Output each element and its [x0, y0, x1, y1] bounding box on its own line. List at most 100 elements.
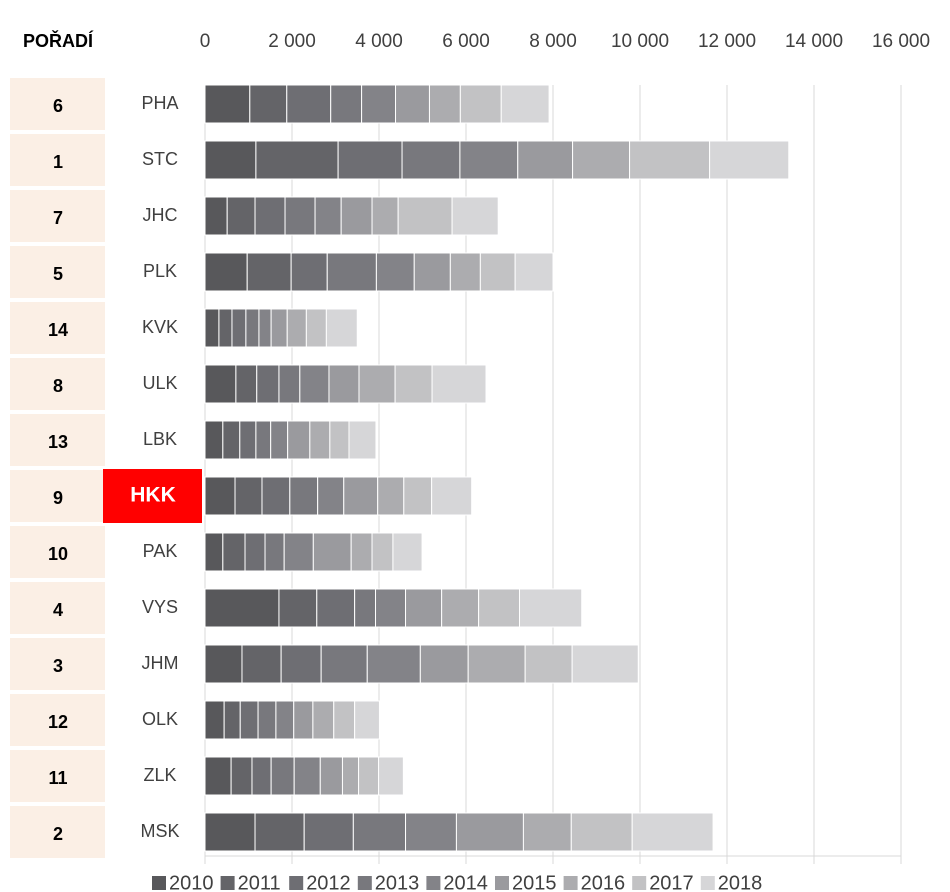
category-label: JHM [142, 653, 179, 673]
bar-segment [223, 700, 241, 740]
legend-swatch [426, 876, 441, 890]
bar-segment [257, 700, 277, 740]
highlight-box [103, 469, 202, 523]
bar-segment [500, 84, 550, 124]
bar-segment [204, 84, 251, 124]
legend-label: 2014 [443, 872, 488, 892]
category-label: JHC [143, 205, 178, 225]
bar-segment [403, 476, 433, 516]
rank-box [10, 638, 105, 690]
category-label: KVK [142, 317, 178, 337]
rank: 10 [48, 544, 68, 564]
category-label: PAK [143, 541, 178, 561]
bar-segment [343, 476, 379, 516]
category-label: MSK [140, 821, 179, 841]
rank-header: POŘADÍ [23, 30, 94, 51]
rank: 4 [53, 600, 63, 620]
bar-segment [333, 700, 356, 740]
bar-segment [254, 812, 305, 852]
rank: 1 [53, 152, 63, 172]
legend-swatch [289, 876, 304, 890]
bar-segment [204, 532, 224, 572]
bar-segment [405, 588, 443, 628]
category-label: OLK [142, 709, 178, 729]
legend-swatch [700, 876, 715, 890]
bar-segment [371, 196, 399, 236]
legend-swatch [632, 876, 647, 890]
bar-segment [348, 420, 377, 460]
bar-segment [413, 252, 451, 292]
bar-segment [204, 364, 237, 404]
bar-segment [204, 308, 220, 348]
bar-segment [284, 196, 316, 236]
legend-swatch [563, 876, 578, 890]
bar-segment [204, 476, 236, 516]
rank-box [10, 694, 105, 746]
bar-segment [204, 588, 280, 628]
legend-label: 2016 [581, 872, 626, 892]
rank-box [10, 190, 105, 242]
bar-segment [378, 756, 404, 796]
legend-swatch [152, 876, 166, 890]
rank: 3 [53, 656, 63, 676]
rank-box [10, 246, 105, 298]
bar-segment [709, 140, 790, 180]
bar-segment [278, 364, 301, 404]
bar-segment [326, 252, 377, 292]
bar-segment [631, 812, 714, 852]
bar-segment [204, 420, 224, 460]
category-label: PLK [143, 261, 177, 281]
bar-segment [320, 644, 368, 684]
x-tick-label: 10 000 [611, 31, 669, 52]
bar-segment [352, 812, 407, 852]
x-tick-label: 0 [200, 31, 211, 52]
bar-segment [312, 532, 352, 572]
rank-box [10, 526, 105, 578]
rank-box [10, 582, 105, 634]
bar-segment [316, 588, 356, 628]
category-label: VYS [142, 597, 178, 617]
bar-segment [431, 364, 487, 404]
bar-segment [258, 308, 272, 348]
bar-segment [270, 308, 288, 348]
rank: 13 [48, 432, 68, 452]
bar-segment [305, 308, 327, 348]
bar-segment [459, 140, 519, 180]
bar-segment [337, 140, 403, 180]
bar-segment [255, 420, 272, 460]
x-tick-label: 16 000 [872, 31, 930, 52]
rank-box [10, 470, 105, 522]
bar-segment [358, 756, 380, 796]
category-label: ULK [142, 373, 177, 393]
bar-segment [204, 700, 225, 740]
category-label: ZLK [143, 765, 176, 785]
bar-segment [249, 84, 288, 124]
bar-segment [350, 532, 373, 572]
rank-box [10, 414, 105, 466]
bar-segment [293, 756, 321, 796]
legend-swatch [220, 876, 235, 890]
bar-segment [330, 84, 363, 124]
bar-segment [395, 84, 430, 124]
bar-segment [251, 756, 272, 796]
bar-segment [275, 700, 295, 740]
bar-segment [222, 420, 241, 460]
bar-segment [231, 308, 247, 348]
bar-segment [366, 644, 421, 684]
bar-segment [204, 196, 228, 236]
bar-segment [479, 252, 516, 292]
bar-segment [286, 308, 307, 348]
bar-segment [299, 364, 330, 404]
bar-segment [303, 812, 354, 852]
x-tick-label: 2 000 [268, 31, 316, 52]
x-tick-label: 8 000 [529, 31, 577, 52]
bar-segment [375, 588, 407, 628]
bar-segment [371, 532, 394, 572]
bar-segment [572, 140, 631, 180]
bar-segment [314, 196, 342, 236]
x-tick-label: 4 000 [355, 31, 403, 52]
bar-segment [246, 252, 292, 292]
bar-segment [309, 420, 331, 460]
legend-label: 2015 [512, 872, 557, 892]
bar-segment [459, 84, 502, 124]
